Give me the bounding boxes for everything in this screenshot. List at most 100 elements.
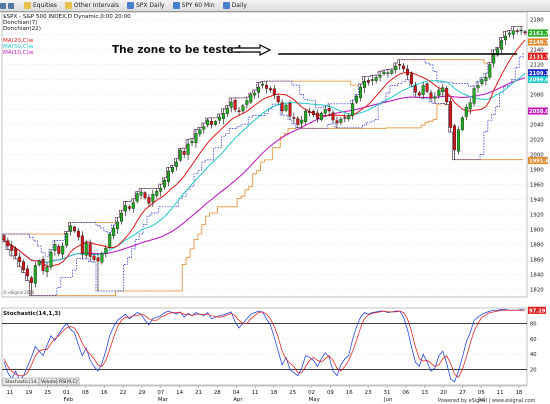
x-day-label: 05	[478, 390, 485, 396]
chart-icon	[172, 2, 180, 9]
candle-down	[272, 88, 276, 95]
candle-down	[296, 118, 300, 125]
x-month-label: Feb	[64, 397, 74, 403]
price-value-tag	[528, 156, 548, 165]
candle-up	[104, 248, 108, 254]
candle-up	[49, 251, 53, 268]
stoch-y-axis: 80 60 40 20 97.19	[528, 306, 546, 374]
candle-down	[425, 83, 429, 92]
candle-up	[135, 193, 139, 202]
price-tick-label: 1940	[530, 198, 544, 204]
candle-down	[276, 96, 280, 103]
toolbar-arrows[interactable]	[0, 2, 16, 9]
candle-up	[253, 92, 257, 96]
toolbar-daily[interactable]: Daily	[222, 2, 247, 9]
candle-up	[241, 105, 245, 112]
x-month-label: May	[309, 397, 321, 403]
tab-rsi[interactable]: RSI(9,C)	[59, 379, 78, 385]
candle-up	[370, 79, 374, 81]
chart-canvas: The zone to be tested $SPX - S&P 500 IND…	[1, 12, 550, 404]
candle-down	[280, 102, 284, 112]
candle-down	[96, 257, 100, 262]
price-tick-label: 2180	[530, 18, 544, 24]
tab-stochastic[interactable]: Stochastic(14,1,3)	[5, 379, 47, 385]
candle-up	[65, 233, 69, 246]
candle-down	[25, 268, 29, 277]
candle-down	[182, 151, 186, 155]
candle-up	[476, 85, 480, 89]
candle-down	[88, 243, 92, 257]
tab-volume[interactable]: Volume	[41, 379, 58, 385]
x-axis: 11 19 25 01 08 16 22 29 07 14 21 28 04 11 18 25 02 09 16 23…	[2, 385, 527, 403]
stoch-d-line	[3, 309, 525, 378]
candle-down	[523, 31, 527, 34]
price-value-tag	[528, 38, 548, 46]
candle-down	[6, 240, 10, 247]
candle-up	[456, 129, 460, 152]
toolbar-spy-60min[interactable]: SPY 60 Min	[172, 2, 215, 9]
price-tick-label: 2120	[530, 63, 544, 69]
x-day-label: 16	[101, 390, 108, 396]
price-value-labels: 2161.74 2149.71 2131.74 2109.172099.67 2058.…	[528, 29, 550, 165]
candle-up	[386, 72, 390, 74]
candle-up	[206, 119, 210, 126]
price-tick-label: 1960	[530, 183, 544, 189]
x-day-label: 16	[346, 390, 353, 396]
candle-down	[264, 85, 268, 89]
toolbar: Equities Other Intervals SPX Daily SPY 6…	[0, 0, 550, 12]
candle-down	[237, 110, 241, 112]
candle-down	[311, 110, 315, 115]
candle-up	[464, 107, 468, 117]
back-arrow-icon[interactable]	[0, 2, 6, 9]
stoch-k-line	[3, 309, 526, 383]
price-value-tag	[528, 52, 548, 60]
price-value-label: 2109.17	[529, 71, 550, 77]
candle-up	[221, 113, 225, 119]
toolbar-spx-daily[interactable]: SPX Daily	[126, 2, 165, 9]
candle-down	[41, 259, 45, 271]
forward-arrow-icon[interactable]	[8, 2, 14, 9]
toolbar-spy-60min-label: SPY 60 Min	[181, 2, 215, 9]
candle-down	[76, 230, 80, 238]
candle-up	[323, 109, 327, 114]
candle-down	[366, 80, 370, 83]
candle-up	[359, 86, 362, 98]
candle-down	[14, 248, 18, 256]
candle-up	[194, 133, 198, 143]
candle-down	[268, 88, 272, 91]
ma-short-line	[3, 39, 526, 267]
candle-up	[421, 85, 425, 95]
candle-down	[233, 100, 237, 110]
legend: $SPX - S&P 500 INDEX,D Dynamic,0:00 20:0…	[3, 14, 131, 56]
candle-up	[123, 205, 127, 212]
zone-label: The zone to be tested	[112, 44, 241, 56]
candle-up	[229, 101, 233, 108]
candle-down	[331, 112, 335, 121]
x-day-label: 19	[25, 390, 32, 396]
candle-up	[500, 40, 504, 50]
candle-down	[2, 235, 6, 241]
candle-up	[480, 79, 484, 84]
toolbar-equities[interactable]: Equities	[24, 2, 57, 9]
candle-up	[300, 119, 304, 124]
zone-arrow-icon	[231, 44, 272, 56]
candle-up	[472, 88, 476, 104]
stoch-tick-label: 20	[530, 368, 537, 374]
x-day-label: 18	[270, 390, 277, 396]
candle-up	[249, 94, 253, 103]
footer-tabs: Stochastic(14,1,3) Volume RSI(9,C)	[2, 377, 80, 386]
stoch-tick-label: 80	[530, 321, 537, 327]
price-tick-label: 2080	[530, 93, 544, 99]
candle-down	[147, 197, 151, 204]
x-day-label: 28	[214, 390, 221, 396]
candle-up	[351, 103, 355, 116]
candle-up	[61, 245, 65, 255]
toolbar-other-intervals[interactable]: Other Intervals	[64, 2, 119, 9]
candle-up	[53, 244, 57, 251]
candle-down	[445, 88, 449, 103]
candle-down	[210, 121, 214, 125]
price-value-label: 1991.68	[529, 159, 550, 165]
candle-up	[214, 121, 218, 125]
tab-rsi-box[interactable]	[56, 377, 80, 386]
candle-up	[112, 227, 116, 236]
